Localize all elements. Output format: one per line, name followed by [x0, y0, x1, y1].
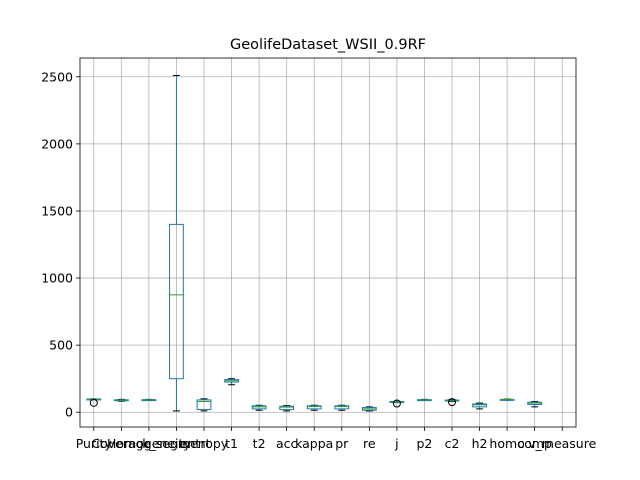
box-Homogeneity — [141, 398, 157, 402]
box-p2 — [417, 398, 432, 402]
box-j — [389, 399, 405, 408]
x-tick-label: re — [363, 436, 376, 451]
x-tick-label: comp — [517, 436, 552, 451]
box-kappa — [306, 404, 322, 411]
y-tick-label: 0 — [65, 405, 73, 420]
x-tick-label: t2 — [253, 436, 266, 451]
box-iqr — [196, 399, 212, 411]
x-tick-label: t1 — [225, 436, 238, 451]
x-tick-label: homo — [489, 436, 524, 451]
axes-frame — [79, 57, 577, 428]
y-tick-label: 500 — [49, 338, 73, 353]
box-Purity — [86, 398, 102, 407]
box-iqr — [334, 405, 350, 410]
grid-lines — [80, 58, 576, 427]
x-tick-label: acc — [276, 436, 298, 451]
x-tick-label: Homogeneity — [107, 436, 191, 451]
box-c2 — [444, 398, 460, 407]
box-iqr — [279, 405, 295, 411]
box-comp — [527, 401, 543, 408]
y-tick-label: 1500 — [41, 203, 73, 218]
box-t1 — [224, 378, 239, 386]
x-tick-label: h2 — [472, 436, 488, 451]
box-iqr — [306, 405, 322, 410]
box-k_segment — [169, 74, 184, 412]
box-t2 — [251, 404, 267, 411]
box-iqr — [169, 223, 184, 380]
box-Coverage — [113, 398, 129, 402]
x-tick-label: v_measure — [528, 436, 596, 451]
x-tick-label: c2 — [445, 436, 460, 451]
box-re — [361, 406, 377, 412]
x-tick-label: p2 — [416, 436, 432, 451]
y-tick-label: 2500 — [41, 69, 73, 84]
y-tick-label: 2000 — [41, 136, 73, 151]
axes: PurityCoverageHomogeneityk_segmententrop… — [41, 57, 597, 451]
x-tick-label: Purity — [76, 436, 113, 451]
box-acc — [279, 405, 295, 412]
x-tick-label: pr — [335, 436, 349, 451]
x-tick-label: entropy — [180, 436, 229, 451]
outlier-point — [89, 398, 98, 407]
x-tick-label: kappa — [295, 436, 333, 451]
box-entropy — [196, 398, 212, 412]
box-h2 — [472, 402, 487, 410]
outlier-point — [448, 398, 456, 407]
x-tick-label: k_segment — [142, 436, 210, 451]
x-tick-label: j — [394, 436, 398, 451]
box-homo — [499, 398, 515, 401]
chart-title: GeolifeDataset_WSII_0.9RF — [230, 37, 426, 53]
y-tick-label: 1000 — [41, 271, 73, 286]
outlier-point — [392, 399, 401, 408]
x-tick-label: Coverage — [91, 436, 151, 451]
box-series — [86, 74, 543, 412]
box-pr — [334, 404, 350, 411]
box-iqr — [472, 403, 487, 408]
